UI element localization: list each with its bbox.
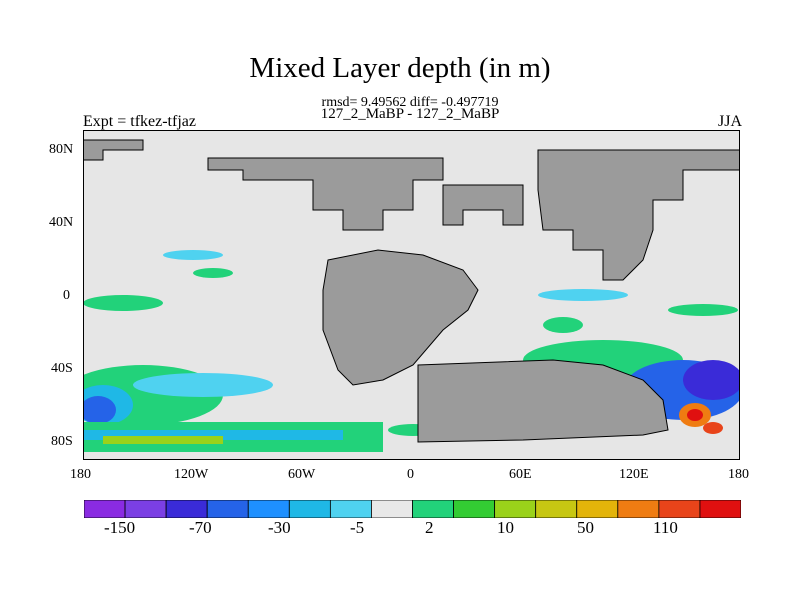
anomaly-band (103, 436, 223, 444)
map-plot (83, 130, 740, 460)
anomaly-blob (193, 268, 233, 278)
lon-tick-label: 180 (728, 467, 749, 482)
colorbar-label: 10 (497, 518, 514, 537)
colorbar-swatch (535, 500, 578, 518)
colorbar-swatch (617, 500, 660, 518)
anomaly-blob (683, 360, 740, 400)
anomaly-blob (133, 373, 273, 397)
colorbar-swatch (288, 500, 331, 518)
anomaly-blob (538, 289, 628, 301)
land-asia (537, 149, 740, 281)
colorbar-swatch (247, 500, 290, 518)
anomaly-band (83, 430, 343, 440)
stats-label: rmsd= 9.49562 diff= -0.497719 (321, 95, 499, 110)
colorbar-label: 2 (425, 518, 434, 537)
colorbar-label: -70 (189, 518, 212, 537)
colorbar (84, 500, 741, 518)
anomaly-blob (543, 317, 583, 333)
lon-tick-label: 0 (407, 467, 414, 482)
colorbar-label: -5 (350, 518, 365, 537)
anomaly-blob (703, 422, 723, 434)
lat-tick-label: 80N (49, 142, 74, 157)
colorbar-swatch (371, 500, 413, 518)
land-south-america (322, 249, 479, 386)
experiment-label: Expt = tfkez-tfjaz (83, 113, 196, 130)
land-greenland-west (83, 139, 144, 161)
plot-title: Mixed Layer depth (in m) (249, 52, 551, 84)
colorbar-swatch (329, 500, 372, 518)
anomaly-blob (163, 250, 223, 260)
lon-tick-label: 60W (288, 467, 316, 482)
colorbar-swatch (699, 500, 741, 518)
colorbar-swatch (84, 500, 126, 518)
colorbar-label: -150 (104, 518, 136, 537)
colorbar-swatch (658, 500, 701, 518)
anomaly-blob (687, 409, 703, 421)
land-antarctica (417, 359, 669, 443)
colorbar-swatch (453, 500, 496, 518)
lon-tick-label: 120W (174, 467, 209, 482)
colorbar-label: 110 (653, 518, 678, 537)
anomaly-blob (83, 295, 163, 311)
lon-tick-label: 120E (619, 467, 649, 482)
anomaly-blob (83, 396, 116, 424)
land-europe (442, 184, 524, 226)
colorbar-label: 50 (577, 518, 594, 537)
anomaly-blob (668, 304, 738, 316)
lat-tick-label: 0 (63, 288, 70, 303)
land-masses (83, 139, 740, 443)
colorbar-swatch (576, 500, 619, 518)
season-label: JJA (717, 113, 742, 130)
colorbar-label: -30 (268, 518, 291, 537)
colorbar-swatch (165, 500, 208, 518)
lat-tick-label: 40N (49, 215, 74, 230)
colorbar-swatch (412, 500, 454, 518)
lon-tick-label: 60E (509, 467, 532, 482)
lon-tick-label: 180 (70, 467, 91, 482)
land-north-america (207, 157, 444, 231)
lat-tick-label: 80S (51, 434, 73, 449)
map-frame (83, 130, 740, 460)
lat-tick-label: 40S (51, 361, 73, 376)
colorbar-swatch (124, 500, 167, 518)
colorbar-swatch (206, 500, 249, 518)
case-label: 127_2_MaBP - 127_2_MaBP (320, 106, 500, 122)
colorbar-swatch (494, 500, 537, 518)
